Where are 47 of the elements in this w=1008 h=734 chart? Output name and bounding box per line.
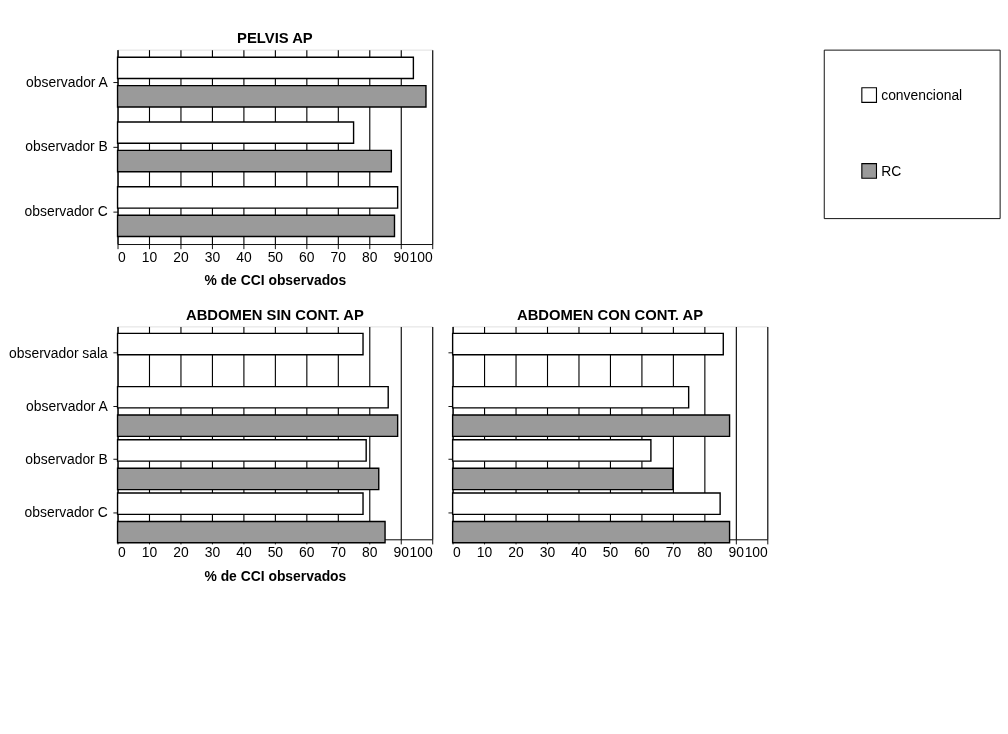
- x-tick-label: 70: [665, 544, 682, 561]
- x-tick-label: 60: [299, 544, 315, 561]
- x-tick-label: 20: [508, 544, 525, 561]
- x-tick-label: 10: [476, 544, 493, 561]
- legend-label: convencional: [881, 86, 963, 103]
- x-tick-label: 100: [409, 249, 433, 266]
- x-tick-label: 80: [362, 249, 378, 266]
- x-axis-title: % de CCI observados: [204, 272, 347, 289]
- x-tick-label: 0: [118, 249, 127, 266]
- x-tick-label: 10: [141, 544, 158, 561]
- x-tick-label: 50: [267, 249, 284, 266]
- x-tick-label: 40: [236, 544, 252, 561]
- x-tick-label: 60: [634, 544, 650, 561]
- y-tick-label: observador B: [25, 451, 108, 468]
- y-tick-label: observador sala: [9, 344, 109, 361]
- y-tick-label: observador C: [24, 203, 108, 220]
- x-tick-label: 60: [299, 249, 315, 266]
- x-tick-label: 80: [362, 544, 378, 561]
- x-tick-label: 70: [330, 249, 347, 266]
- x-tick-label: 90: [393, 544, 410, 561]
- legend-label: RC: [881, 162, 902, 179]
- x-tick-label: 70: [330, 544, 347, 561]
- x-tick-label: 20: [173, 544, 189, 561]
- x-tick-label: 0: [118, 544, 127, 561]
- x-tick-label: 50: [267, 544, 284, 561]
- x-tick-label: 40: [571, 544, 587, 561]
- x-tick-label: 50: [602, 544, 619, 561]
- x-tick-label: 100: [409, 544, 433, 561]
- x-tick-label: 30: [539, 544, 556, 561]
- x-tick-label: 90: [728, 544, 745, 561]
- x-tick-label: 30: [204, 249, 221, 266]
- y-tick-label: observador B: [25, 138, 108, 155]
- x-tick-label: 0: [453, 544, 462, 561]
- chart-title: ABDOMEN CON CONT. AP: [516, 306, 704, 323]
- y-tick-label: observador A: [26, 73, 109, 90]
- x-axis-title: % de CCI observados: [204, 567, 347, 584]
- chart-title: PELVIS AP: [237, 30, 313, 47]
- x-tick-label: 10: [141, 249, 158, 266]
- chart-title: ABDOMEN SIN CONT. AP: [185, 306, 364, 323]
- x-tick-label: 40: [236, 249, 252, 266]
- y-tick-label: observador A: [26, 397, 109, 414]
- x-tick-label: 20: [173, 249, 189, 266]
- x-tick-label: 100: [744, 544, 769, 561]
- x-tick-label: 90: [393, 249, 410, 266]
- y-tick-label: observador C: [24, 504, 108, 521]
- x-tick-label: 80: [697, 544, 713, 561]
- x-tick-label: 30: [204, 544, 221, 561]
